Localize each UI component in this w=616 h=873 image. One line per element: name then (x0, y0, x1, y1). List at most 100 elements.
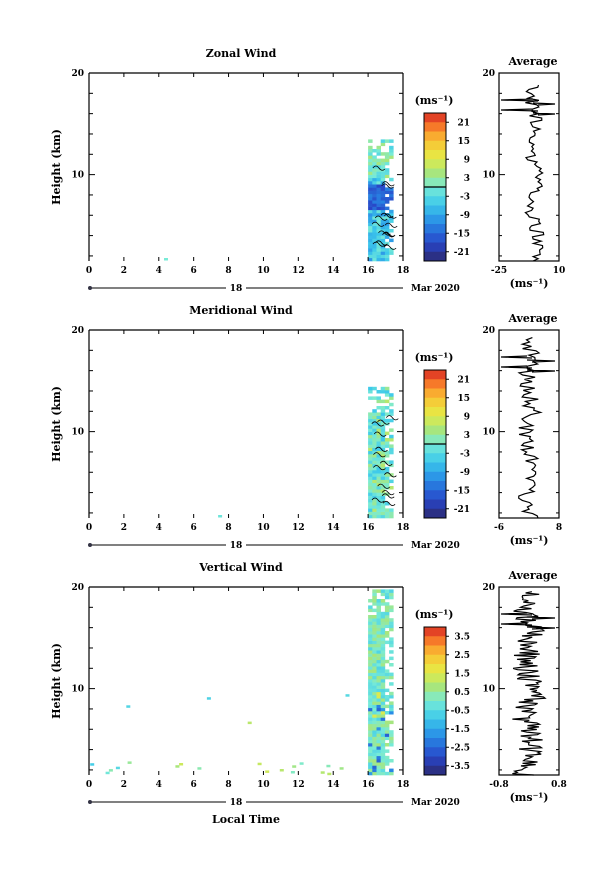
heatmap-cell (380, 425, 386, 429)
heatmap-cell (376, 181, 381, 185)
heatmap-cell (376, 608, 381, 613)
heatmap-cell (376, 682, 381, 686)
heatmap-cell (384, 704, 390, 709)
profile-title: Average (507, 312, 557, 325)
heatmap-cell (389, 486, 394, 490)
heatmap-cell (372, 618, 377, 622)
heatmap-cell (376, 717, 381, 721)
heatmap-cell (368, 447, 373, 452)
colorbar-tick-label: 2.5 (454, 651, 470, 661)
heatmap-cell (380, 206, 386, 211)
heatmap-cell (380, 669, 386, 673)
heatmap-cell (376, 203, 381, 207)
heatmap-cell (384, 229, 390, 233)
heatmap-cell (384, 216, 390, 220)
heatmap-cell (380, 454, 386, 458)
colorbar-segment (424, 416, 446, 426)
heatmap-cell (380, 438, 386, 442)
heatmap-cell (372, 666, 377, 670)
heatmap-cell (376, 428, 381, 432)
heatmap-cell (368, 682, 373, 686)
heatmap-cell (380, 184, 386, 188)
heatmap-cell (376, 659, 381, 664)
heatmap-cell (376, 602, 381, 606)
heatmap-cell (389, 238, 394, 243)
heatmap-cell (372, 418, 377, 423)
heatmap-cell (384, 659, 390, 664)
heatmap-cell (384, 634, 390, 638)
colorbar-segment (424, 370, 446, 380)
heatmap-cell (376, 771, 381, 776)
heatmap-cell (389, 675, 394, 680)
profile-y-tick-label: 20 (482, 583, 495, 593)
heatmap-cell (380, 171, 386, 175)
heatmap-cell (372, 589, 377, 593)
x-tick-label: 16 (362, 780, 375, 790)
heatmap-cell (372, 177, 377, 182)
heatmap-cell (376, 679, 381, 683)
heatmap-cell (372, 412, 377, 416)
heatmap-cell (380, 755, 386, 760)
profile-y-tick-label: 10 (482, 428, 495, 438)
heatmap-cell (376, 390, 381, 394)
date-marker: 18 (230, 284, 243, 294)
heatmap-cell (384, 631, 390, 635)
heatmap-cell (389, 216, 394, 220)
heatmap-cell (368, 492, 373, 496)
average-profile-line (500, 84, 556, 262)
heatmap-cell (384, 479, 390, 484)
colorbar-tick-label: -9 (460, 468, 470, 478)
heatmap-cell (376, 251, 381, 255)
heatmap-cell (384, 187, 390, 191)
heatmap-cell (376, 615, 381, 619)
heatmap-cell (376, 431, 381, 436)
heatmap-cell (376, 739, 381, 744)
heatmap-cell (389, 450, 394, 455)
heatmap-cell (368, 624, 373, 629)
heatmap-cell (368, 615, 373, 619)
heatmap-cell (380, 647, 386, 651)
x-tick-label: 12 (292, 780, 305, 790)
heatmap-cell (376, 450, 381, 455)
heatmap-cell (380, 514, 386, 519)
heatmap-cell (380, 698, 386, 702)
heatmap-cell (372, 476, 377, 480)
heatmap-cell (384, 161, 390, 166)
heatmap-cell (384, 695, 390, 699)
colorbar-segment (424, 444, 446, 454)
heatmap-cell (368, 425, 373, 429)
colorbar-segment (424, 140, 446, 151)
heatmap-cell (368, 232, 373, 236)
heatmap-cell (372, 707, 377, 712)
heatmap-cell (320, 771, 325, 774)
profile-title: Average (507, 569, 557, 582)
heatmap-cell (384, 412, 390, 416)
heatmap-cell (368, 418, 373, 423)
heatmap-cell (376, 624, 381, 629)
heatmap-cell (380, 765, 386, 769)
x-tick-label: 16 (362, 523, 375, 533)
heatmap-cell (380, 656, 386, 661)
heatmap-cell (380, 213, 386, 217)
heatmap-cell (368, 717, 373, 721)
heatmap-cell (380, 409, 386, 413)
heatmap-cell (380, 495, 386, 500)
heatmap-cell (372, 428, 377, 432)
colorbar-unit: (ms⁻¹) (415, 351, 454, 364)
x-tick-label: 0 (86, 523, 92, 533)
profile-y-tick-label: 20 (482, 69, 495, 79)
heatmap-cell (368, 241, 373, 246)
heatmap-cell (368, 675, 373, 680)
heatmap-cell (376, 762, 381, 766)
heatmap-cell (372, 634, 377, 638)
colorbar-segment (424, 388, 446, 399)
heatmap-cell (372, 158, 377, 163)
heatmap-cell (372, 203, 377, 207)
heatmap-cell (368, 396, 373, 400)
heatmap-cell (368, 222, 373, 227)
heatmap-cell (368, 714, 373, 718)
heatmap-cell (368, 653, 373, 657)
heatmap-cell (218, 515, 223, 518)
x-axis-label: Local Time (212, 813, 280, 826)
heatmap-cell (380, 771, 386, 776)
